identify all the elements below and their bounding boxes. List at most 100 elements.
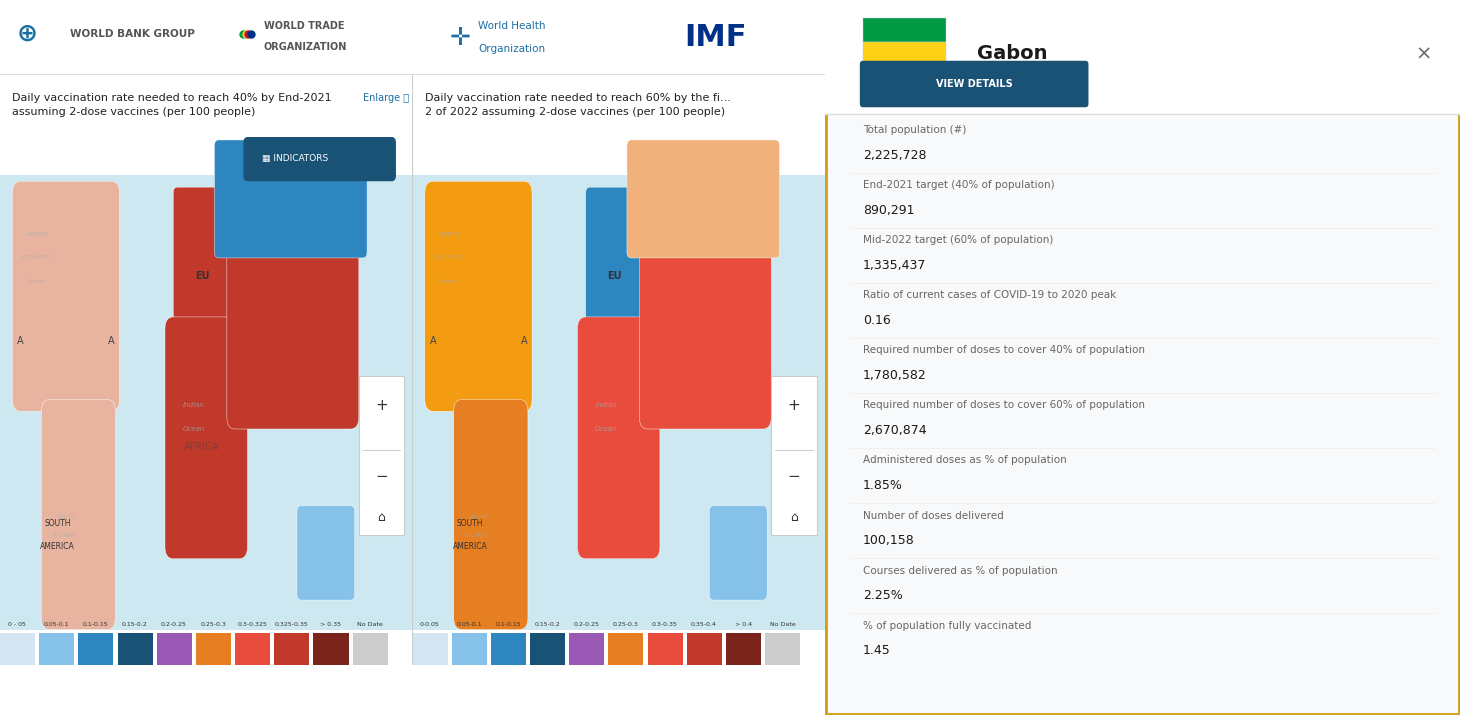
- Text: 0.05-0.1: 0.05-0.1: [456, 621, 482, 626]
- Bar: [196, 633, 231, 665]
- Text: Mid-2022 target (60% of population): Mid-2022 target (60% of population): [863, 235, 1053, 245]
- Text: 0.25-0.3: 0.25-0.3: [613, 621, 638, 626]
- Text: AMERICA: AMERICA: [453, 543, 488, 551]
- Text: Enlarge ⛶: Enlarge ⛶: [364, 93, 409, 103]
- Text: ORGANIZATION: ORGANIZATION: [264, 41, 347, 51]
- Text: ATLANTIC: ATLANTIC: [435, 255, 464, 260]
- Text: ⌂: ⌂: [378, 511, 385, 524]
- Bar: [118, 633, 153, 665]
- Bar: [726, 633, 761, 665]
- Bar: [686, 633, 721, 665]
- FancyBboxPatch shape: [577, 317, 660, 559]
- Text: ⊕: ⊕: [16, 21, 38, 46]
- FancyBboxPatch shape: [860, 61, 1089, 107]
- FancyBboxPatch shape: [626, 140, 780, 258]
- FancyBboxPatch shape: [454, 400, 529, 629]
- Bar: [0, 633, 35, 665]
- Text: 0.1-0.15: 0.1-0.15: [83, 621, 108, 626]
- Text: NORTH: NORTH: [438, 232, 461, 237]
- Text: > 0.35: > 0.35: [320, 621, 342, 626]
- FancyBboxPatch shape: [771, 376, 816, 535]
- Bar: [412, 175, 825, 629]
- Text: WORLD BANK GROUP: WORLD BANK GROUP: [70, 29, 196, 39]
- Text: 1.45: 1.45: [863, 644, 891, 657]
- Text: % of population fully vaccinated: % of population fully vaccinated: [863, 621, 1031, 631]
- Bar: [765, 633, 800, 665]
- Text: IMF: IMF: [685, 23, 748, 52]
- Text: AFRICA: AFRICA: [184, 442, 220, 452]
- Text: A: A: [429, 335, 437, 345]
- Bar: [0, 175, 412, 629]
- Text: SOUTH: SOUTH: [469, 515, 488, 520]
- FancyBboxPatch shape: [710, 506, 766, 600]
- Text: 2.25%: 2.25%: [863, 589, 902, 602]
- Text: +: +: [375, 398, 388, 413]
- FancyBboxPatch shape: [825, 0, 1460, 715]
- Text: Courses delivered as % of population: Courses delivered as % of population: [863, 566, 1057, 576]
- Bar: [314, 633, 349, 665]
- Text: 0.325-0.35: 0.325-0.35: [274, 621, 308, 626]
- Text: Ocean: Ocean: [439, 279, 460, 284]
- FancyBboxPatch shape: [174, 187, 239, 329]
- Text: 0.1-0.15: 0.1-0.15: [495, 621, 521, 626]
- Bar: [353, 633, 388, 665]
- Text: Ocean: Ocean: [28, 279, 47, 284]
- Text: Indian: Indian: [182, 403, 204, 408]
- Text: SOUTH: SOUTH: [457, 519, 483, 528]
- Text: VIEW DETAILS: VIEW DETAILS: [936, 79, 1013, 89]
- Text: Indian: Indian: [596, 403, 618, 408]
- Text: 0-0.05: 0-0.05: [420, 621, 439, 626]
- Bar: [156, 633, 191, 665]
- Text: Daily vaccination rate needed to reach 60% by the fi...
2 of 2022 assuming 2-dos: Daily vaccination rate needed to reach 6…: [425, 93, 730, 117]
- Text: 100,158: 100,158: [863, 534, 915, 547]
- Text: NORTH: NORTH: [26, 232, 48, 237]
- Bar: [274, 633, 310, 665]
- Text: +: +: [787, 398, 800, 413]
- Text: ⌂: ⌂: [790, 511, 799, 524]
- Text: 0.15-0.2: 0.15-0.2: [534, 621, 561, 626]
- Text: Gabon: Gabon: [977, 44, 1048, 63]
- FancyBboxPatch shape: [12, 181, 120, 411]
- Text: Ratio of current cases of COVID-19 to 2020 peak: Ratio of current cases of COVID-19 to 20…: [863, 290, 1117, 300]
- Text: ✛: ✛: [450, 26, 470, 49]
- Bar: [79, 633, 114, 665]
- Text: 2,225,728: 2,225,728: [863, 149, 927, 162]
- Text: > 0.4: > 0.4: [734, 621, 752, 626]
- Text: 0.15-0.2: 0.15-0.2: [123, 621, 147, 626]
- FancyBboxPatch shape: [639, 181, 771, 429]
- Bar: [569, 633, 604, 665]
- Text: A: A: [108, 335, 115, 345]
- Text: Required number of doses to cover 60% of population: Required number of doses to cover 60% of…: [863, 400, 1145, 410]
- Bar: [530, 633, 565, 665]
- Text: Total population (#): Total population (#): [863, 125, 967, 135]
- FancyBboxPatch shape: [359, 376, 404, 535]
- Bar: [451, 633, 486, 665]
- Text: 1,780,582: 1,780,582: [863, 369, 927, 382]
- Text: WORLD TRADE: WORLD TRADE: [264, 21, 345, 31]
- FancyBboxPatch shape: [226, 181, 359, 429]
- Bar: [491, 633, 526, 665]
- Text: A: A: [18, 335, 23, 345]
- Text: 0.2-0.25: 0.2-0.25: [574, 621, 600, 626]
- Text: 0.3-0.325: 0.3-0.325: [238, 621, 267, 626]
- Text: −: −: [375, 469, 388, 483]
- Text: −: −: [787, 469, 800, 483]
- FancyBboxPatch shape: [41, 400, 115, 629]
- FancyBboxPatch shape: [215, 140, 366, 258]
- FancyBboxPatch shape: [425, 181, 531, 411]
- Bar: [648, 633, 683, 665]
- Text: Required number of doses to cover 40% of population: Required number of doses to cover 40% of…: [863, 345, 1145, 355]
- Bar: [39, 633, 74, 665]
- Text: 1.85%: 1.85%: [863, 479, 902, 492]
- Bar: [609, 633, 644, 665]
- Bar: [863, 66, 946, 89]
- Bar: [412, 633, 448, 665]
- Text: SOUTH: SOUTH: [44, 519, 72, 528]
- Text: Administered doses as % of population: Administered doses as % of population: [863, 455, 1067, 465]
- Text: ATLANTIC: ATLANTIC: [53, 533, 79, 538]
- Text: End-2021 target (40% of population): End-2021 target (40% of population): [863, 180, 1054, 190]
- Text: 1,335,437: 1,335,437: [863, 259, 927, 272]
- Text: Organization: Organization: [479, 44, 546, 54]
- Text: ▦ INDICATORS: ▦ INDICATORS: [261, 154, 328, 163]
- Bar: [863, 41, 946, 66]
